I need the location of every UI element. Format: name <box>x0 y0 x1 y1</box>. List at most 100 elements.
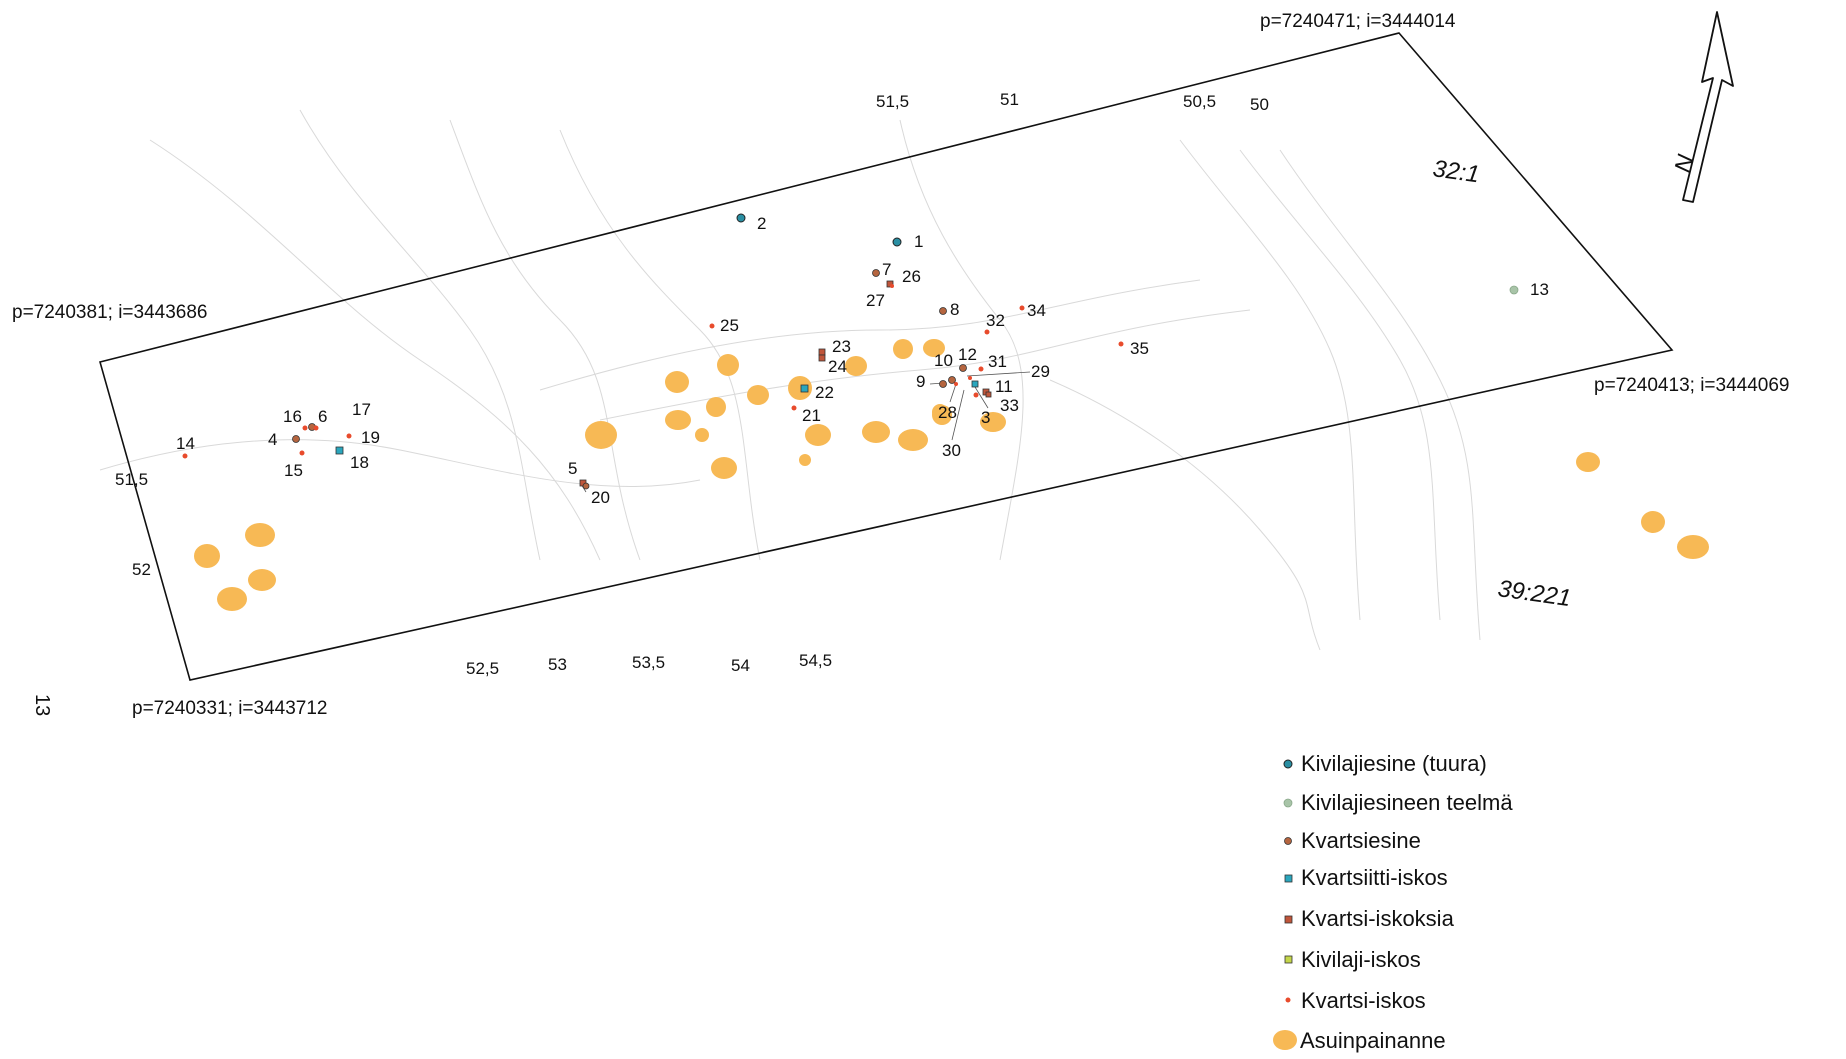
find-32-marker <box>984 329 990 335</box>
legend-quartz-flake-symbol <box>1285 997 1291 1003</box>
legend-item: Kvartsi-iskos <box>1285 988 1426 1013</box>
corner-coordinate-sw: p=7240331; i=3443712 <box>132 698 327 719</box>
dwelling-pit <box>248 569 276 591</box>
dwelling-pit <box>194 544 220 568</box>
dwelling-pit <box>665 371 689 393</box>
legend-label: Kivilaji-iskos <box>1301 947 1421 972</box>
legend-item: Kivilajiesine (tuura) <box>1283 751 1487 776</box>
corner-coordinate-e: p=7240413; i=3444069 <box>1594 375 1789 396</box>
legend-label: Kvartsi-iskos <box>1301 988 1426 1013</box>
find-markers <box>182 213 1519 490</box>
survey-area-outline <box>99 32 1674 681</box>
find-3-marker <box>973 392 979 398</box>
contour-label: 54,5 <box>799 651 832 670</box>
contour-label: 51,5 <box>115 470 148 489</box>
legend-stone-flake-symbol <box>1284 955 1293 964</box>
find-2-marker <box>736 213 746 223</box>
find-label: 14 <box>176 434 195 453</box>
legend-item: Kvartsiesine <box>1284 828 1421 853</box>
find-label: 3 <box>981 408 990 427</box>
site-label-39-221: 39:221 <box>1496 575 1572 612</box>
find-35-marker <box>1118 341 1124 347</box>
dwelling-pit <box>845 356 867 376</box>
find-34-marker <box>1019 305 1025 311</box>
find-23-marker <box>818 348 826 356</box>
dwelling-pit <box>980 412 1006 432</box>
dwelling-pit <box>1677 535 1709 559</box>
find-label: 12 <box>958 345 977 364</box>
find-label: 31 <box>988 352 1007 371</box>
legend-item: Kivilaji-iskos <box>1284 947 1421 972</box>
contour-label: 52,5 <box>466 659 499 678</box>
find-label: 2 <box>757 214 766 233</box>
find-label: 4 <box>268 430 277 449</box>
find-16-marker <box>302 425 308 431</box>
legend-stone-tool-symbol <box>1283 759 1293 769</box>
find-30-marker <box>971 380 979 388</box>
legend-item: Kvartsiitti-iskos <box>1284 865 1448 890</box>
find-19-marker <box>346 433 352 439</box>
dwelling-pit <box>932 404 948 420</box>
find-9-marker <box>939 380 947 388</box>
find-label: 6 <box>318 407 327 426</box>
dwelling-pit <box>711 457 737 479</box>
find-25-marker <box>709 323 715 329</box>
find-14-marker <box>182 453 188 459</box>
contour-label: 54 <box>731 656 750 675</box>
find-17-marker <box>313 425 319 431</box>
find-label: 24 <box>828 357 847 376</box>
dwelling-pit <box>799 454 811 466</box>
find-33-marker <box>985 391 992 398</box>
dwelling-pit <box>217 587 247 611</box>
find-label: 10 <box>934 351 953 370</box>
dwelling-pit <box>1641 511 1665 533</box>
legend-label: Kvartsi-iskoksia <box>1301 906 1455 931</box>
find-26-marker <box>886 280 894 288</box>
find-28-marker <box>954 382 958 386</box>
find-label: 35 <box>1130 339 1149 358</box>
contour-lines <box>99 109 1481 651</box>
find-label: 7 <box>882 260 891 279</box>
dwelling-pit <box>788 376 812 400</box>
corner-coordinate-w: p=7240381; i=3443686 <box>12 302 207 323</box>
find-label: 32 <box>986 311 1005 330</box>
find-labels: 1 2 3 4 5 6 7 8 9 10 11 12 13 14 15 16 1… <box>176 214 1549 507</box>
dwelling-pit <box>893 339 913 359</box>
legend-quartz-tool-symbol <box>1284 837 1292 845</box>
find-label: 20 <box>591 488 610 507</box>
find-label: 11 <box>995 377 1013 396</box>
find-7-marker <box>872 269 880 277</box>
north-arrow-icon: N <box>1670 11 1734 203</box>
find-label: 21 <box>802 406 821 425</box>
leader-lines <box>580 371 1031 493</box>
find-label: 13 <box>1530 280 1549 299</box>
legend-stone-work-symbol <box>1283 798 1293 808</box>
legend-label: Kvartsiitti-iskos <box>1301 865 1448 890</box>
find-24-marker <box>818 354 826 362</box>
find-label: 19 <box>361 428 380 447</box>
find-15-marker <box>299 450 305 456</box>
contour-label: 52 <box>132 560 151 579</box>
legend-label: Kivilajiesine (tuura) <box>1301 751 1487 776</box>
find-label: 18 <box>350 453 369 472</box>
find-label: 17 <box>352 400 371 419</box>
dwelling-pit <box>747 385 769 405</box>
find-label: 27 <box>866 291 885 310</box>
dwelling-pit <box>695 428 709 442</box>
legend-label: Kvartsiesine <box>1301 828 1421 853</box>
contour-label: 51 <box>1000 90 1019 109</box>
north-label: N <box>1670 151 1701 175</box>
legend-label: Kivilajiesineen teelmä <box>1301 790 1513 815</box>
site-label-32-1: 32:1 <box>1431 155 1481 188</box>
legend-dwelling-pit-symbol <box>1273 1030 1297 1050</box>
contour-label: 53,5 <box>632 653 665 672</box>
legend-quartzite-flake-symbol <box>1284 874 1293 883</box>
find-10-marker <box>948 376 956 384</box>
find-label: 15 <box>284 461 303 480</box>
dwelling-pit <box>1576 452 1600 472</box>
corner-coordinates: p=7240471; i=3444014 p=7240381; i=344368… <box>12 11 1789 719</box>
find-31-marker <box>978 366 984 372</box>
sheet-number: 13 <box>31 694 53 716</box>
dwelling-pit <box>805 424 831 446</box>
